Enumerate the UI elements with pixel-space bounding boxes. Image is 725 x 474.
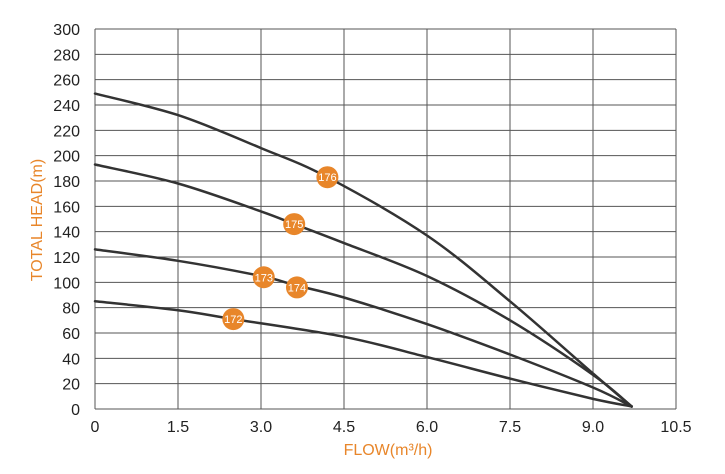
curve-marker: 174 xyxy=(285,276,308,299)
curve-marker: 173 xyxy=(252,266,275,289)
y-tick-label: 260 xyxy=(53,73,80,90)
x-tick-label: 9.0 xyxy=(582,419,604,436)
y-tick-label: 160 xyxy=(53,199,80,216)
x-tick-label: 6.0 xyxy=(416,419,438,436)
y-tick-label: 240 xyxy=(53,98,80,115)
x-tick-label: 10.5 xyxy=(660,419,691,436)
marker-circle xyxy=(285,276,308,299)
marker-label: 172 xyxy=(224,314,242,326)
marker-circle xyxy=(252,266,275,289)
x-tick-labels: 0 1.5 3.0 4.5 6.0 7.5 9.0 10.5 xyxy=(91,419,692,436)
marker-label: 176 xyxy=(318,172,336,184)
curve-172 xyxy=(93,300,633,408)
curve-marker: 175 xyxy=(283,213,306,236)
y-axis-title: TOTAL HEAD(m) xyxy=(29,159,46,281)
x-tick-label: 0 xyxy=(91,419,100,436)
y-tick-label: 300 xyxy=(53,22,80,39)
y-tick-label: 20 xyxy=(62,377,80,394)
marker-circle xyxy=(222,308,245,331)
y-tick-label: 40 xyxy=(62,351,80,368)
y-tick-label: 180 xyxy=(53,174,80,191)
curve-176 xyxy=(93,92,633,408)
marker-circle xyxy=(316,166,339,189)
x-tick-label: 7.5 xyxy=(499,419,521,436)
curve-173-174 xyxy=(93,248,633,408)
curve-marker: 172 xyxy=(222,308,245,331)
marker-circle xyxy=(283,213,306,236)
y-tick-labels: 0 20 40 60 80 100 120 140 160 180 200 220 240 260 280 3… xyxy=(53,22,80,419)
y-tick-label: 200 xyxy=(53,149,80,166)
y-tick-label: 140 xyxy=(53,225,80,242)
curve-175 xyxy=(93,163,633,408)
y-tick-label: 80 xyxy=(62,301,80,318)
y-tick-label: 60 xyxy=(62,326,80,343)
x-tick-label: 3.0 xyxy=(250,419,272,436)
curves xyxy=(93,92,633,408)
curve-marker: 176 xyxy=(316,166,339,189)
y-tick-label: 0 xyxy=(71,402,80,419)
y-tick-label: 220 xyxy=(53,123,80,140)
marker-label: 173 xyxy=(255,272,273,284)
y-tick-label: 280 xyxy=(53,47,80,64)
x-tick-label: 1.5 xyxy=(167,419,189,436)
marker-label: 174 xyxy=(288,282,306,294)
y-tick-label: 120 xyxy=(53,250,80,267)
curve-markers: 176 175 173 174 172 xyxy=(222,166,339,331)
x-axis-title: FLOW(m³/h) xyxy=(344,442,433,459)
y-tick-label: 100 xyxy=(53,275,80,292)
marker-label: 175 xyxy=(285,219,303,231)
grid xyxy=(94,28,677,410)
x-tick-label: 4.5 xyxy=(333,419,355,436)
